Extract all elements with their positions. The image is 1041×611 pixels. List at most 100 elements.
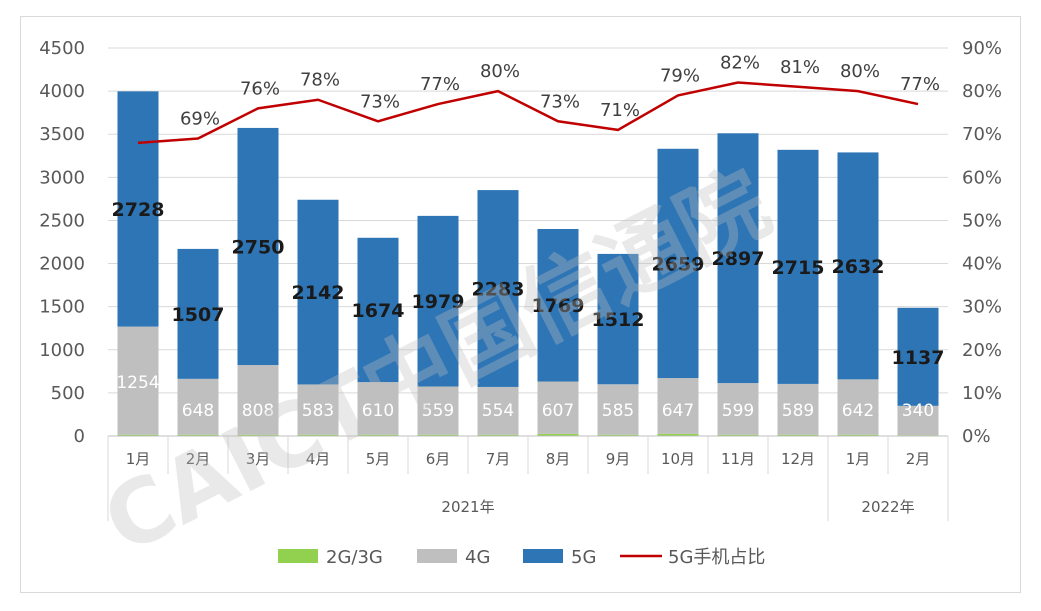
label-4g: 585 xyxy=(602,401,634,421)
x-tick-label: 9月 xyxy=(606,450,631,468)
bar-4g xyxy=(537,381,579,434)
bar-5g xyxy=(237,127,279,366)
bar-4g xyxy=(357,382,399,435)
y-left-tick-label: 4500 xyxy=(39,38,85,59)
label-4g: 583 xyxy=(302,401,334,421)
bar-2g3g xyxy=(117,434,159,436)
legend-label: 5G xyxy=(571,547,596,568)
legend-item: 2G/3G xyxy=(278,547,383,568)
bar-5g xyxy=(117,91,159,327)
bar-4g xyxy=(417,386,459,435)
bar-4g xyxy=(657,378,699,434)
label-4g: 340 xyxy=(902,401,934,421)
legend-swatch xyxy=(417,549,457,563)
label-4g: 1254 xyxy=(116,373,159,393)
x-tick-label: 10月 xyxy=(661,450,695,468)
label-5g: 2750 xyxy=(232,236,285,258)
legend-swatch xyxy=(523,549,563,563)
bar-5g xyxy=(777,149,819,384)
bar-5g xyxy=(477,190,519,387)
label-5g: 1979 xyxy=(412,291,465,313)
label-5g: 2715 xyxy=(772,257,825,279)
share-label: 73% xyxy=(540,91,580,112)
x-tick-label: 7月 xyxy=(486,450,511,468)
x-tick-label: 1月 xyxy=(126,450,151,468)
bar-4g xyxy=(897,405,939,436)
x-tick-label: 5月 xyxy=(366,450,391,468)
label-5g: 2632 xyxy=(832,256,885,278)
bar-4g xyxy=(117,326,159,435)
bar-2g3g xyxy=(597,434,639,436)
label-5g: 2142 xyxy=(292,282,345,304)
bars-layer xyxy=(117,91,939,436)
bar-4g xyxy=(597,384,639,435)
x-tick-label: 8月 xyxy=(546,450,571,468)
bar-5g xyxy=(717,133,759,384)
bar-2g3g xyxy=(417,434,459,436)
share-label: 69% xyxy=(180,109,220,130)
share-label: 76% xyxy=(240,78,280,99)
label-4g: 647 xyxy=(662,401,694,421)
x-tick-label: 3月 xyxy=(246,450,271,468)
y-left-tick-label: 1000 xyxy=(39,340,85,361)
y-right-tick-label: 80% xyxy=(962,81,1002,102)
bar-2g3g xyxy=(177,434,219,436)
share-label: 77% xyxy=(420,74,460,95)
bar-2g3g xyxy=(537,433,579,436)
y-left-tick-label: 0 xyxy=(74,426,85,447)
y-right-tick-label: 60% xyxy=(962,167,1002,188)
legend-swatch xyxy=(278,549,318,563)
label-4g: 589 xyxy=(782,401,814,421)
bar-5g xyxy=(177,248,219,379)
bar-4g xyxy=(177,378,219,435)
y-left-tick-label: 1500 xyxy=(39,297,85,318)
share-label: 71% xyxy=(600,100,640,121)
legend-item: 5G xyxy=(523,547,596,568)
label-5g: 2283 xyxy=(472,279,525,301)
bar-2g3g xyxy=(477,434,519,436)
y-left-tick-label: 4000 xyxy=(39,81,85,102)
axes-layer: 0 500 1000 1500 2000 2500 3000 3500 4000 4500 0% 10… xyxy=(39,38,1002,521)
share-label: 81% xyxy=(780,57,820,78)
share-line xyxy=(137,81,919,145)
bar-5g xyxy=(417,215,459,387)
share-label: 79% xyxy=(660,65,700,86)
share-label: 80% xyxy=(840,61,880,82)
bar-4g xyxy=(717,383,759,435)
legend-label: 2G/3G xyxy=(326,547,383,568)
y-left-tick-label: 2000 xyxy=(39,254,85,275)
share-label: 73% xyxy=(360,91,400,112)
bar-2g3g xyxy=(297,434,339,436)
label-5g: 2728 xyxy=(112,199,165,221)
bar-4g xyxy=(777,383,819,435)
label-4g: 559 xyxy=(422,401,454,421)
bar-5g xyxy=(837,152,879,380)
share-label: 77% xyxy=(900,74,940,95)
y-left-tick-label: 3500 xyxy=(39,124,85,145)
legend-item: 5G手机占比 xyxy=(620,547,765,568)
y-left-tick-label: 3000 xyxy=(39,167,85,188)
legend: 2G/3G 4G 5G 5G手机占比 xyxy=(278,547,765,568)
group-label: 2021年 xyxy=(441,498,494,516)
label-5g: 2659 xyxy=(652,253,705,275)
bar-5g xyxy=(657,148,699,379)
label-4g: 808 xyxy=(242,401,274,421)
label-5g: 2897 xyxy=(712,248,765,270)
y-left-tick-label: 500 xyxy=(51,383,85,404)
bar-5g xyxy=(357,237,399,383)
share-line-layer xyxy=(137,81,919,145)
y-right-tick-label: 20% xyxy=(962,340,1002,361)
bar-4g xyxy=(297,384,339,435)
y-right-tick-label: 30% xyxy=(962,297,1002,318)
label-4g: 610 xyxy=(362,401,394,421)
legend-label: 5G手机占比 xyxy=(668,547,765,568)
bar-2g3g xyxy=(837,434,879,436)
share-label: 78% xyxy=(300,70,340,91)
bar-5g xyxy=(297,199,339,385)
bar-4g xyxy=(237,365,279,435)
label-4g: 554 xyxy=(482,401,514,421)
x-tick-label: 2月 xyxy=(186,450,211,468)
group-label: 2022年 xyxy=(861,498,914,516)
bar-5g xyxy=(897,307,939,406)
